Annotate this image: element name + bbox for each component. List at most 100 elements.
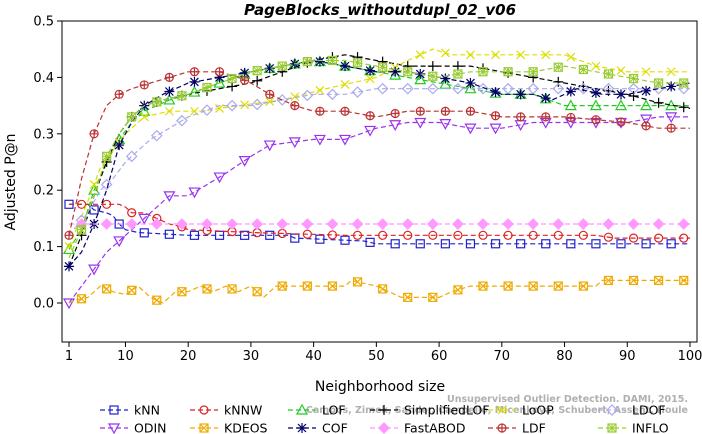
data-point-cof bbox=[540, 93, 551, 104]
data-point-knn bbox=[315, 234, 325, 244]
x-axis-title: Neighborhood size bbox=[315, 379, 445, 395]
data-point-ldf bbox=[114, 89, 124, 99]
data-point-fastabod bbox=[527, 218, 540, 230]
data-point-ldof bbox=[577, 82, 590, 95]
series-line-loop bbox=[68, 48, 690, 247]
legend-item-loop: LoOP bbox=[488, 403, 554, 418]
legend-item-fastabod: FastABOD bbox=[370, 421, 466, 434]
y-tick-label: 0.3 bbox=[33, 127, 54, 142]
data-point-ldf bbox=[64, 230, 74, 240]
data-point-ldf bbox=[214, 67, 225, 77]
series-line-ldof bbox=[68, 88, 690, 236]
legend-item-ldof: LDOF bbox=[598, 403, 666, 418]
data-point-ldof bbox=[527, 82, 540, 95]
y-tick-label: 0.5 bbox=[33, 15, 54, 30]
data-point-kdeos bbox=[679, 275, 689, 286]
series-line-odin bbox=[68, 116, 690, 304]
data-point-knn bbox=[114, 219, 124, 229]
data-point-lof bbox=[439, 77, 452, 89]
data-point-knn bbox=[240, 230, 250, 240]
data-point-knn bbox=[566, 239, 576, 249]
data-point-cof bbox=[314, 56, 325, 67]
data-point-knnw bbox=[553, 230, 563, 240]
data-point-knnw bbox=[628, 233, 639, 243]
series-knn bbox=[64, 199, 690, 249]
data-point-odin bbox=[238, 155, 251, 167]
data-point-ldof bbox=[477, 82, 489, 95]
data-point-kdeos bbox=[528, 281, 538, 291]
data-point-fastabod bbox=[276, 218, 289, 230]
data-point-kdeos bbox=[403, 292, 413, 302]
data-point-fastabod bbox=[426, 218, 439, 230]
data-point-odin bbox=[364, 125, 377, 137]
data-point-cof bbox=[264, 63, 275, 74]
series-knnw bbox=[69, 199, 690, 243]
x-tick-label: 40 bbox=[305, 349, 322, 364]
data-point-knnw bbox=[428, 230, 438, 240]
data-point-inflo bbox=[528, 67, 538, 77]
data-point-inflo bbox=[453, 69, 463, 79]
data-point-ldf bbox=[591, 115, 601, 125]
data-point-kdeos bbox=[428, 292, 438, 302]
legend-label: FastABOD bbox=[404, 421, 466, 434]
legend-marker-ldf bbox=[497, 423, 507, 433]
data-point-fastabod bbox=[552, 218, 565, 230]
data-point-cof bbox=[490, 87, 501, 98]
data-point-odin bbox=[188, 187, 201, 199]
data-point-odin bbox=[288, 137, 301, 149]
data-point-loop bbox=[516, 50, 526, 60]
data-point-inflo bbox=[302, 57, 312, 67]
x-tick-label: 1 bbox=[65, 349, 73, 364]
data-point-loop bbox=[315, 85, 325, 95]
data-point-ldof bbox=[201, 104, 213, 116]
legend-item-knn: kNN bbox=[100, 403, 160, 418]
data-point-kdeos bbox=[453, 285, 463, 295]
data-point-knn bbox=[666, 239, 676, 249]
data-point-ldof bbox=[226, 99, 238, 112]
data-point-odin bbox=[88, 264, 101, 276]
legend-label: LOF bbox=[322, 403, 346, 418]
data-point-ldf bbox=[290, 100, 300, 111]
data-point-ldof bbox=[376, 82, 389, 95]
data-point-loop bbox=[616, 66, 626, 76]
data-point-inflo bbox=[202, 82, 212, 93]
data-point-knn bbox=[490, 239, 501, 249]
data-point-odin bbox=[263, 140, 276, 152]
x-tick-label: 30 bbox=[243, 349, 260, 364]
data-point-ldf bbox=[415, 106, 425, 116]
data-point-odin bbox=[213, 172, 226, 184]
data-point-inflo bbox=[679, 78, 689, 88]
legend-item-kdeos: KDEOS bbox=[190, 421, 268, 434]
legend-item-odin: ODIN bbox=[100, 421, 167, 434]
legend-label: kNN bbox=[134, 403, 160, 418]
legend-marker-knn bbox=[109, 405, 119, 415]
data-point-ldof bbox=[125, 150, 138, 163]
data-point-ldf bbox=[616, 117, 626, 127]
data-point-kdeos bbox=[603, 275, 614, 286]
data-point-knn bbox=[591, 239, 601, 249]
data-point-cof bbox=[164, 86, 175, 97]
data-point-inflo bbox=[628, 73, 639, 84]
data-point-ldf bbox=[390, 108, 400, 119]
data-point-fastabod bbox=[301, 218, 314, 230]
legend-label: COF bbox=[322, 421, 348, 434]
data-point-fastabod bbox=[226, 218, 238, 230]
data-point-inflo bbox=[152, 97, 162, 107]
data-point-loop bbox=[340, 80, 350, 89]
data-point-fastabod bbox=[452, 218, 464, 230]
data-point-ldof bbox=[452, 82, 464, 95]
legend-marker-cof bbox=[297, 423, 307, 433]
series-fastabod bbox=[69, 218, 690, 230]
series-ldf bbox=[64, 67, 690, 240]
data-point-ldf bbox=[541, 112, 551, 122]
data-point-kdeos bbox=[152, 295, 162, 305]
data-point-knn bbox=[139, 228, 149, 238]
data-point-knnw bbox=[478, 230, 488, 240]
legend-item-ldf: LDF bbox=[488, 421, 546, 434]
data-point-knnw bbox=[528, 230, 538, 240]
series-odin bbox=[62, 112, 690, 310]
data-point-inflo bbox=[277, 61, 287, 71]
y-tick-label: 0.2 bbox=[33, 184, 54, 199]
data-point-cof bbox=[641, 85, 652, 96]
data-point-knnw bbox=[654, 233, 664, 243]
